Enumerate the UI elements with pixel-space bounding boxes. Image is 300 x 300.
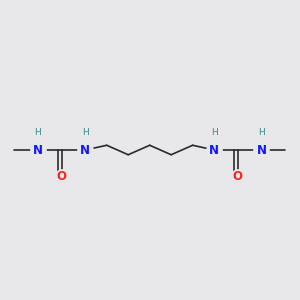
Text: N: N: [33, 143, 43, 157]
Text: O: O: [57, 170, 67, 183]
Text: N: N: [209, 143, 219, 157]
Text: N: N: [256, 143, 266, 157]
Text: H: H: [34, 128, 41, 137]
Text: H: H: [258, 128, 265, 137]
Text: H: H: [82, 128, 88, 137]
Text: H: H: [211, 128, 218, 137]
Text: O: O: [233, 170, 243, 183]
Text: N: N: [80, 143, 90, 157]
